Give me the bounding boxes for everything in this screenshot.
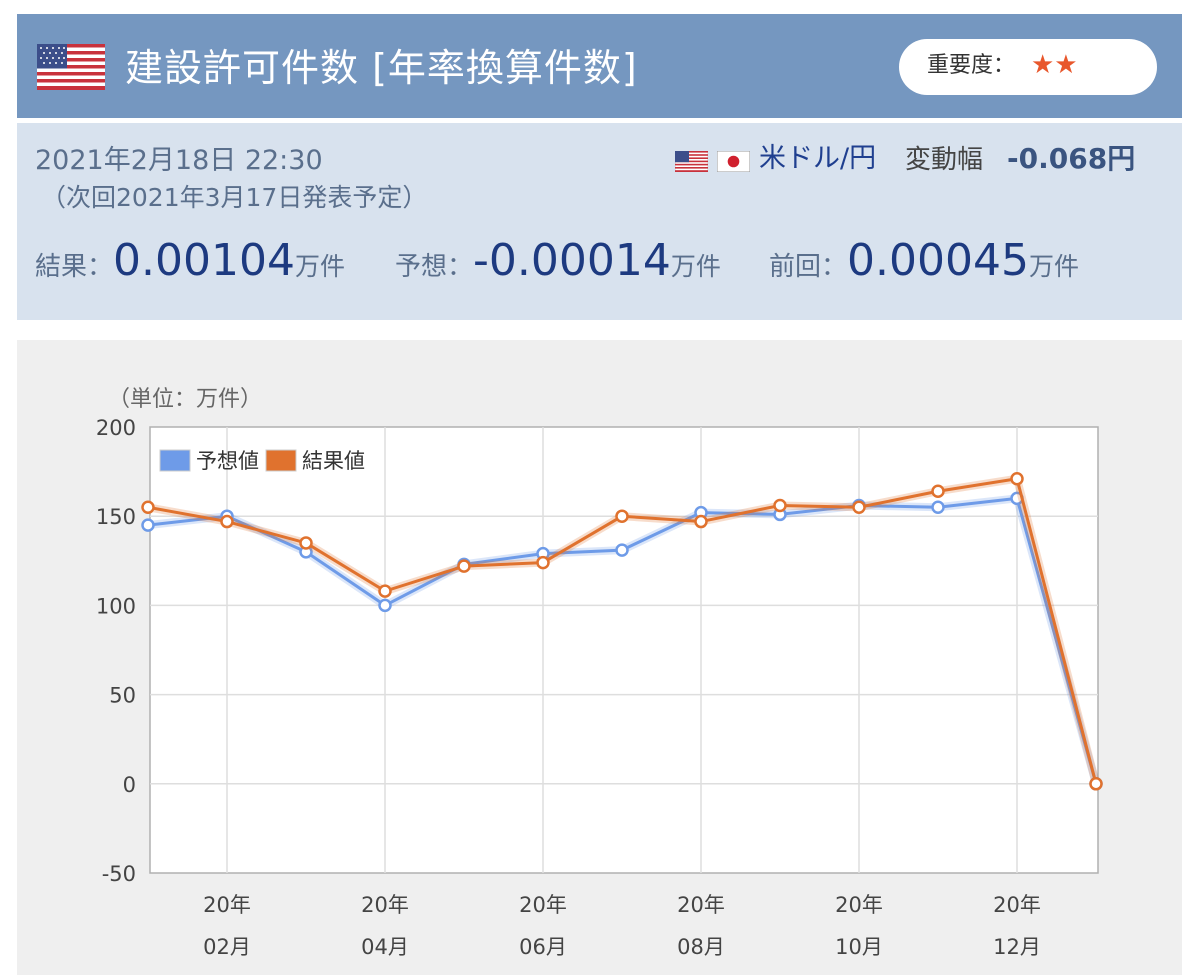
previous-unit: 万件 (1028, 252, 1079, 281)
x-tick-month: 12月 (993, 935, 1041, 959)
result-point (299, 536, 313, 550)
y-tick-label: 50 (109, 684, 136, 708)
x-tick-year: 20年 (677, 893, 725, 917)
previous-label: 前回： (769, 252, 848, 282)
importance-stars-icon: ★★ (1031, 50, 1078, 80)
importance-label: 重要度： (927, 53, 1016, 78)
result-point (615, 509, 629, 523)
legend-label-forecast: 予想値 (196, 449, 259, 473)
japan-flag-icon (717, 151, 750, 172)
x-tick-year: 20年 (519, 893, 567, 917)
result-point (1089, 777, 1103, 791)
x-tick-year: 20年 (361, 893, 409, 917)
plot-area (149, 426, 1099, 874)
forecast-point (141, 518, 155, 532)
next-release-date: （次回2021年3月17日発表予定） (41, 183, 428, 212)
forecast-point (615, 543, 629, 557)
x-tick-year: 20年 (993, 893, 1041, 917)
result-point (141, 500, 155, 515)
result-value: 0.00104 (113, 235, 295, 286)
result-point (694, 514, 708, 529)
result-point (931, 484, 945, 498)
previous-stat: 前回：0.00045万件 (769, 235, 1079, 286)
x-tick-month: 10月 (835, 935, 883, 959)
forecast-point (931, 500, 945, 515)
forecast-value: -0.00014 (473, 235, 671, 286)
forecast-stat: 予想：-0.00014万件 (395, 235, 721, 286)
currency-pair-link[interactable]: 米ドル/円 (759, 143, 877, 174)
result-point (220, 514, 234, 529)
us-flag-icon (37, 44, 105, 90)
result-point (378, 584, 392, 598)
result-label: 結果： (35, 252, 114, 282)
y-tick-label: 150 (96, 505, 136, 529)
forecast-unit: 万件 (670, 252, 721, 281)
x-tick-month: 08月 (677, 935, 725, 959)
x-tick-year: 20年 (835, 893, 883, 917)
forecast-point (378, 598, 392, 613)
legend-label-result: 結果値 (302, 449, 365, 473)
x-tick-year: 20年 (203, 893, 251, 917)
range-label: 変動幅 (905, 145, 984, 175)
y-tick-label: 100 (96, 594, 136, 618)
x-tick-month: 02月 (203, 935, 251, 959)
result-stat: 結果：0.00104万件 (35, 235, 345, 286)
release-datetime: 2021年2月18日 22:30 (35, 145, 323, 176)
result-point (852, 500, 866, 515)
result-point (536, 555, 550, 570)
us-flag-icon (675, 151, 708, 172)
forecast-label: 予想： (395, 252, 474, 282)
result-unit: 万件 (294, 252, 345, 281)
result-point (773, 498, 787, 513)
x-tick-month: 06月 (519, 935, 567, 959)
y-tick-label: 200 (96, 416, 136, 440)
indicator-title: 建設許可件数 [年率換算件数] (125, 46, 638, 90)
unit-label: （単位：万件） (108, 387, 262, 412)
result-point (1010, 471, 1024, 486)
release-info: 2021年2月18日 22:30 （次回2021年3月17日発表予定） 米ドル/… (17, 123, 1182, 320)
y-tick-label: 0 (123, 773, 136, 797)
legend-swatch-result (265, 449, 297, 472)
result-point (457, 559, 471, 573)
x-tick-month: 04月 (361, 935, 409, 959)
legend-swatch-forecast (159, 449, 191, 472)
range-value: -0.068円 (1007, 142, 1136, 175)
importance-badge: 重要度： ★★ (899, 39, 1157, 95)
y-tick-label: -50 (102, 862, 136, 886)
previous-value: 0.00045 (847, 235, 1029, 286)
indicator-header: 建設許可件数 [年率換算件数] 重要度： ★★ (17, 14, 1182, 118)
